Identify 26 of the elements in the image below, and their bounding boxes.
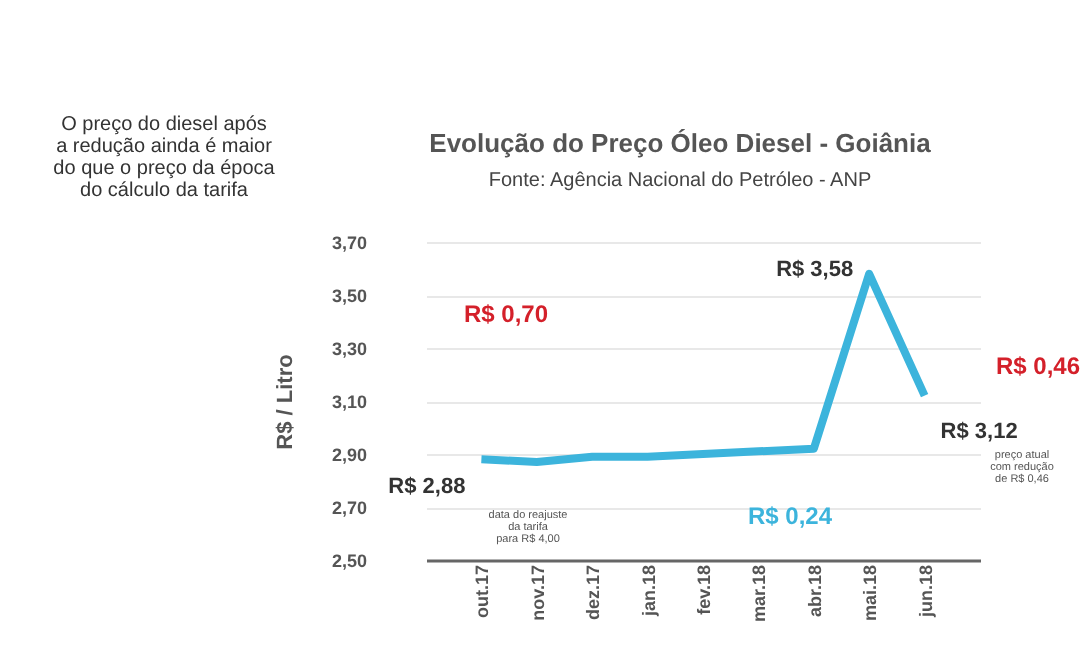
x-tick-label: out.17 (472, 565, 493, 619)
y-tick-label: 3,10 (331, 392, 367, 412)
x-tick-label: jun.18 (915, 565, 936, 620)
chart-subtitle: Fonte: Agência Nacional do Petróleo - ANP (488, 170, 872, 192)
chart-title: Evolução do Preço Óleo Diesel - Goiânia (429, 128, 933, 158)
text: R$ 0,46 (995, 352, 1081, 380)
y-tick-label: 3,70 (331, 233, 367, 253)
y-tick-label: 3,30 (331, 339, 367, 359)
annotation: R$ 0,24 (747, 502, 833, 530)
x-tick-label: fev.18 (694, 565, 714, 615)
x-tick-label: mar.18 (749, 565, 770, 623)
data-label: R$ 3,58 (776, 257, 854, 282)
data-label: R$ 2,88 (388, 475, 466, 500)
x-tick-label: nov.17 (527, 565, 548, 621)
x-tick-label: mai.18 (860, 565, 881, 622)
x-tick-label: dez.17 (583, 565, 604, 621)
y-axis-title: R$ / Litro (273, 353, 298, 450)
y-tick-label: 2,70 (331, 498, 367, 518)
annotation: R$ 0,70 (464, 300, 549, 328)
x-tick-label: abr.18 (804, 565, 825, 618)
data-label: R$ 3,12 (940, 419, 1018, 444)
x-tick-label: jan.18 (638, 565, 659, 619)
y-tick-label: 2,50 (331, 551, 367, 571)
text: O preço do diesel após a redução ainda é maior do que o preço da época do cálculo da tarifa (53, 114, 276, 202)
y-tick-label: 3,50 (331, 286, 367, 306)
y-tick-label: 2,90 (331, 445, 367, 465)
